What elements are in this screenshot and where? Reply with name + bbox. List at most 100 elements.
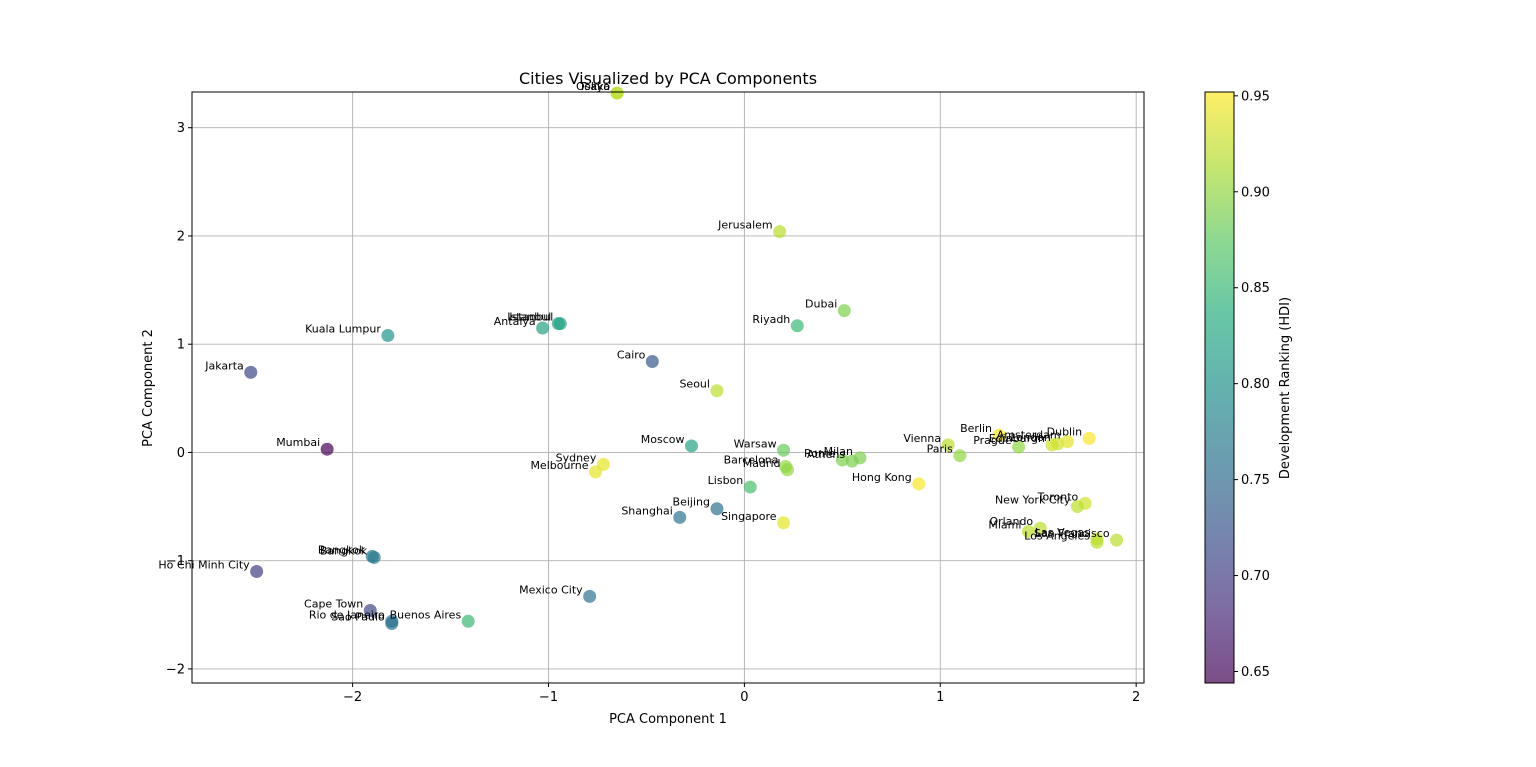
point-label: Istanbul (507, 311, 551, 324)
data-point (743, 480, 757, 494)
data-point (837, 304, 851, 318)
data-point (1061, 435, 1075, 449)
colorbar-tick-label: 0.90 (1241, 185, 1270, 200)
point-label: San Francisco (1034, 527, 1110, 540)
point-label: Ho Chi Minh City (158, 559, 250, 572)
data-point (320, 442, 334, 456)
data-point (1090, 535, 1104, 549)
point-label: Los Angeles (1024, 529, 1090, 542)
data-points (244, 86, 1124, 630)
data-point (1021, 524, 1035, 538)
point-label: Mexico City (519, 583, 583, 596)
colorbar-tick-label: 0.80 (1241, 377, 1270, 392)
point-label: Lisbon (708, 474, 744, 487)
data-point (365, 549, 379, 563)
data-point (685, 439, 699, 453)
point-label: Mumbai (276, 436, 320, 449)
y-tick-label: 2 (177, 229, 185, 244)
colorbar-frame (1204, 91, 1235, 684)
point-label: Singapore (721, 510, 777, 523)
x-axis-label: PCA Component 1 (609, 712, 727, 727)
point-label: Beijing (673, 496, 710, 509)
point-label: Dublin (1047, 425, 1083, 438)
data-point (710, 384, 724, 398)
data-point (790, 319, 804, 333)
data-point (1051, 437, 1065, 451)
data-point (673, 510, 687, 524)
data-point (551, 317, 565, 331)
point-label: Las Vegas (1035, 526, 1090, 539)
data-point (941, 438, 955, 452)
data-point (853, 451, 867, 465)
point-label: Bangkok (318, 543, 366, 556)
point-label: Riyadh (752, 313, 790, 326)
x-tick-label: 0 (740, 690, 748, 705)
point-label: Buenos Aires (390, 608, 462, 621)
x-tick-label: −1 (539, 690, 558, 705)
data-point (777, 443, 791, 457)
point-label: Hong Kong (852, 471, 912, 484)
colorbar-gradient (1205, 92, 1234, 683)
point-label: Dubai (805, 298, 837, 311)
colorbar-tick-label: 0.85 (1241, 281, 1270, 296)
point-label: New York City (995, 494, 1071, 507)
point-label: Berlin (960, 422, 992, 435)
data-point (381, 329, 395, 343)
y-tick-label: 1 (177, 338, 185, 353)
chart-title: Cities Visualized by PCA Components (519, 69, 817, 88)
data-point (589, 465, 603, 479)
point-label: Barcelona (724, 454, 779, 467)
data-point (912, 477, 926, 491)
point-label: London (1010, 431, 1050, 444)
point-label: Madrid (743, 457, 781, 470)
point-label: Cape Town (304, 597, 363, 610)
data-point (1012, 440, 1026, 454)
data-point (992, 428, 1006, 442)
colorbar-tick-label: 0.65 (1241, 665, 1270, 680)
point-label: Athens (807, 448, 845, 461)
data-point (1070, 500, 1084, 514)
point-label: Antalya (494, 315, 536, 328)
data-point (1082, 431, 1096, 445)
axis-ticks: −2 −1 0 1 2 −2 −1 0 1 2 3 (166, 121, 1140, 705)
point-label: Melbourne (530, 459, 588, 472)
x-tick-label: 1 (936, 690, 944, 705)
data-point (610, 86, 624, 100)
point-label: Bangkok (320, 544, 368, 557)
point-label: Rome (804, 447, 836, 460)
x-tick-label: 2 (1132, 690, 1140, 705)
data-point (1033, 521, 1047, 535)
data-point (777, 516, 791, 530)
point-label: Shanghai (621, 504, 672, 517)
point-label: Moscow (641, 433, 685, 446)
data-point (835, 453, 849, 467)
point-label: Kuala Lumpur (305, 323, 381, 336)
point-label: Tokyo (578, 80, 610, 93)
colorbar-tick-label: 0.95 (1241, 89, 1270, 104)
point-label: Milan (824, 445, 853, 458)
point-label: Miami (988, 518, 1021, 531)
point-label: Paris (927, 443, 953, 456)
y-tick-label: 0 (177, 446, 185, 461)
grid-lines (192, 92, 1144, 683)
data-point (244, 365, 258, 379)
data-point (645, 355, 659, 369)
data-point (1110, 533, 1124, 547)
point-label: Osaka (576, 80, 610, 93)
data-point (250, 565, 264, 579)
colorbar-tick-label: 0.75 (1241, 473, 1270, 488)
data-point (583, 589, 597, 603)
point-label: Jerusalem (717, 219, 773, 232)
point-label: Toronto (1037, 490, 1079, 503)
point-label: Sao Paulo (331, 610, 385, 623)
colorbar: 0.65 0.70 0.75 0.80 0.85 0.90 0.95 Development… (1204, 89, 1293, 684)
y-axis-label: PCA Component 2 (141, 329, 156, 447)
point-label: Warsaw (734, 437, 777, 450)
data-point (780, 463, 794, 477)
y-tick-label: −1 (166, 554, 185, 569)
data-point (461, 614, 475, 628)
colorbar-label: Development Ranking (HDI) (1278, 297, 1293, 479)
point-label: Prague (973, 434, 1012, 447)
point-label: Sydney (556, 451, 597, 464)
